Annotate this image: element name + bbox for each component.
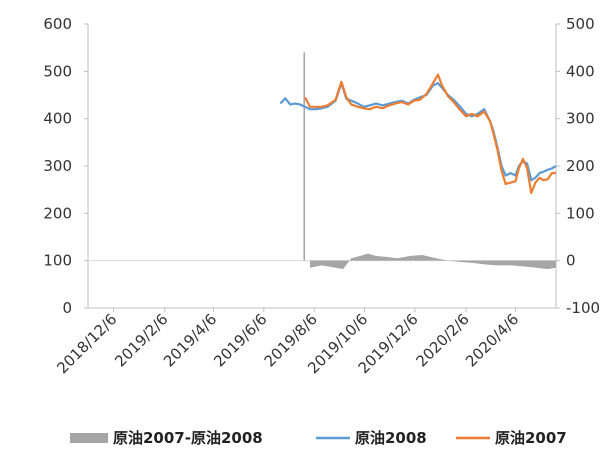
x-tick-label: 2018/12/6 bbox=[53, 310, 120, 377]
legend-label-2008: 原油2008 bbox=[355, 429, 427, 447]
x-tick-label: 2020/2/6 bbox=[412, 310, 472, 370]
right-tick-label: -100 bbox=[566, 299, 600, 317]
legend-swatch-spread bbox=[70, 433, 108, 443]
x-tick-label: 2020/4/6 bbox=[462, 310, 522, 370]
right-tick-label: 500 bbox=[566, 15, 595, 33]
legend-label-spread: 原油2007-原油2008 bbox=[113, 429, 263, 447]
left-tick-label: 600 bbox=[43, 15, 72, 33]
right-tick-label: 200 bbox=[566, 157, 595, 175]
series-line-2007 bbox=[304, 73, 556, 195]
right-tick-label: 400 bbox=[566, 62, 595, 80]
legend-label-2007: 原油2007 bbox=[495, 429, 567, 447]
left-tick-label: 400 bbox=[43, 110, 72, 128]
left-tick-label: 200 bbox=[43, 204, 72, 222]
x-tick-label: 2019/4/6 bbox=[160, 310, 220, 370]
right-tick-label: 0 bbox=[566, 252, 576, 270]
x-tick-label: 2019/6/6 bbox=[210, 310, 270, 370]
right-tick-label: 100 bbox=[566, 204, 595, 222]
spread-area bbox=[310, 253, 556, 270]
right-tick-label: 300 bbox=[566, 110, 595, 128]
left-tick-label: 500 bbox=[43, 62, 72, 80]
spread-bar-spike bbox=[303, 52, 306, 261]
left-tick-label: 0 bbox=[62, 299, 72, 317]
series-line-2008 bbox=[279, 82, 557, 182]
left-tick-label: 100 bbox=[43, 252, 72, 270]
left-tick-label: 300 bbox=[43, 157, 72, 175]
